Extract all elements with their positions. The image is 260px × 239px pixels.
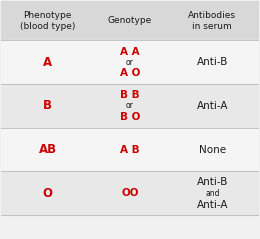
Text: OO: OO	[121, 188, 139, 198]
Bar	[1, 128, 259, 171]
Text: Antibodies
in serum: Antibodies in serum	[188, 11, 236, 31]
Text: Phenotype
(blood type): Phenotype (blood type)	[20, 11, 75, 31]
Text: A A: A A	[120, 47, 140, 57]
Text: AB: AB	[39, 143, 57, 156]
Text: B: B	[43, 99, 52, 112]
Text: O: O	[43, 187, 53, 200]
Bar	[1, 171, 259, 215]
Text: and: and	[205, 189, 219, 198]
Text: A B: A B	[120, 145, 140, 155]
Text: Anti-B: Anti-B	[197, 57, 228, 67]
Text: B B: B B	[120, 90, 140, 100]
Bar	[1, 84, 259, 128]
Bar	[1, 40, 259, 84]
Text: Anti-B: Anti-B	[197, 177, 228, 186]
Text: A: A	[43, 56, 52, 69]
Text: B O: B O	[120, 112, 140, 122]
Text: or: or	[126, 101, 134, 110]
Bar	[1, 1, 259, 40]
Text: A O: A O	[120, 68, 140, 78]
Text: None: None	[199, 145, 226, 155]
Text: Anti-A: Anti-A	[197, 200, 228, 210]
Text: Anti-A: Anti-A	[197, 101, 228, 111]
Text: Genotype: Genotype	[108, 16, 152, 25]
Text: or: or	[126, 58, 134, 67]
